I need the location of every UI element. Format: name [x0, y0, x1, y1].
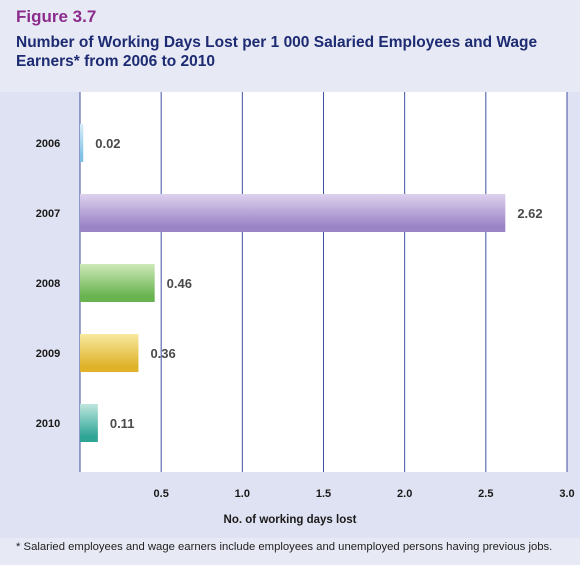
x-tick-label-1.0: 1.0 — [235, 488, 250, 500]
value-label-2007: 2.62 — [517, 206, 542, 221]
category-label-2009: 2009 — [36, 348, 60, 360]
value-label-2010: 0.11 — [110, 416, 135, 431]
category-label-2010: 2010 — [36, 418, 60, 430]
x-tick-label-2.0: 2.0 — [397, 488, 412, 500]
category-label-2006: 2006 — [36, 138, 60, 150]
x-axis-title: No. of working days lost — [224, 514, 357, 526]
bar-2007 — [80, 194, 506, 232]
x-tick-label-0.5: 0.5 — [154, 488, 169, 500]
figure-label: Figure 3.7 — [16, 7, 97, 26]
footnote: * Salaried employees and wage earners in… — [16, 541, 553, 553]
bar-2009 — [80, 334, 139, 372]
bar-2010 — [80, 404, 98, 442]
chart-title: Number of Working Days Lost per 1 000 Sa… — [16, 34, 538, 70]
x-tick-label-3.0: 3.0 — [559, 488, 574, 500]
x-tick-label-2.5: 2.5 — [478, 488, 493, 500]
value-label-2009: 0.36 — [150, 346, 175, 361]
category-label-2008: 2008 — [36, 278, 60, 290]
plot-panel: 2006 0.02 2007 2.62 2008 0.46 2009 0.36 2010 0.11… — [0, 92, 580, 538]
bar-2006 — [80, 124, 84, 162]
value-label-2006: 0.02 — [95, 136, 120, 151]
category-label-2007: 2007 — [36, 208, 60, 220]
x-tick-label-1.5: 1.5 — [316, 488, 331, 500]
bar-chart: 2006 0.02 2007 2.62 2008 0.46 2009 0.36 2010 0.11… — [36, 92, 575, 526]
bar-2008 — [80, 264, 155, 302]
value-label-2008: 0.46 — [167, 276, 192, 291]
